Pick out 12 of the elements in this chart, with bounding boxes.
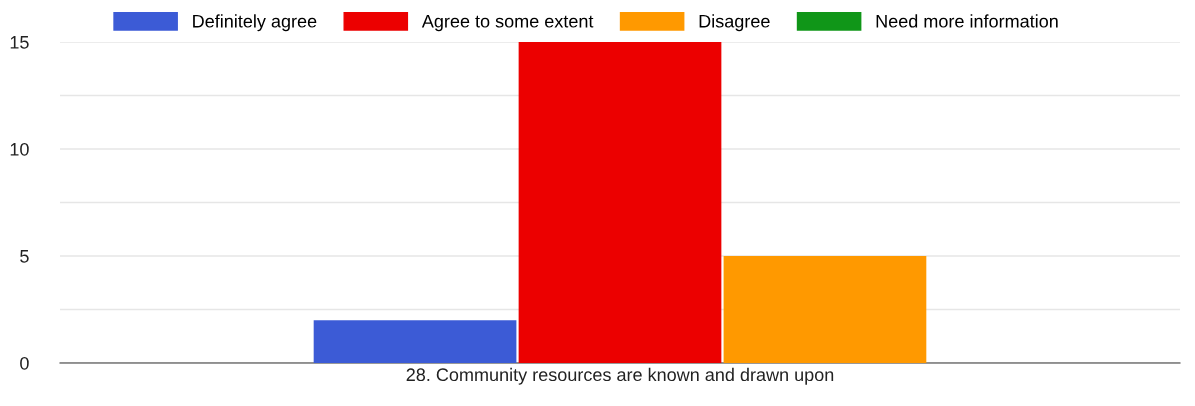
legend-label: Need more information (876, 14, 1058, 28)
legend-label: Agree to some extent (421, 15, 594, 32)
legend-label: Disagree (699, 14, 770, 32)
bar (313, 320, 517, 363)
y-tick-label: 5 (20, 250, 29, 263)
legend-label: Definitely agree (193, 14, 317, 32)
y-tick-label: 10 (10, 142, 29, 156)
x-tick-label: 28. Community resources are known and drawn upon (406, 367, 834, 385)
bar (518, 42, 722, 363)
y-tick-label: 15 (10, 36, 29, 49)
y-tick-label: 0 (20, 356, 29, 370)
bar (723, 256, 927, 363)
